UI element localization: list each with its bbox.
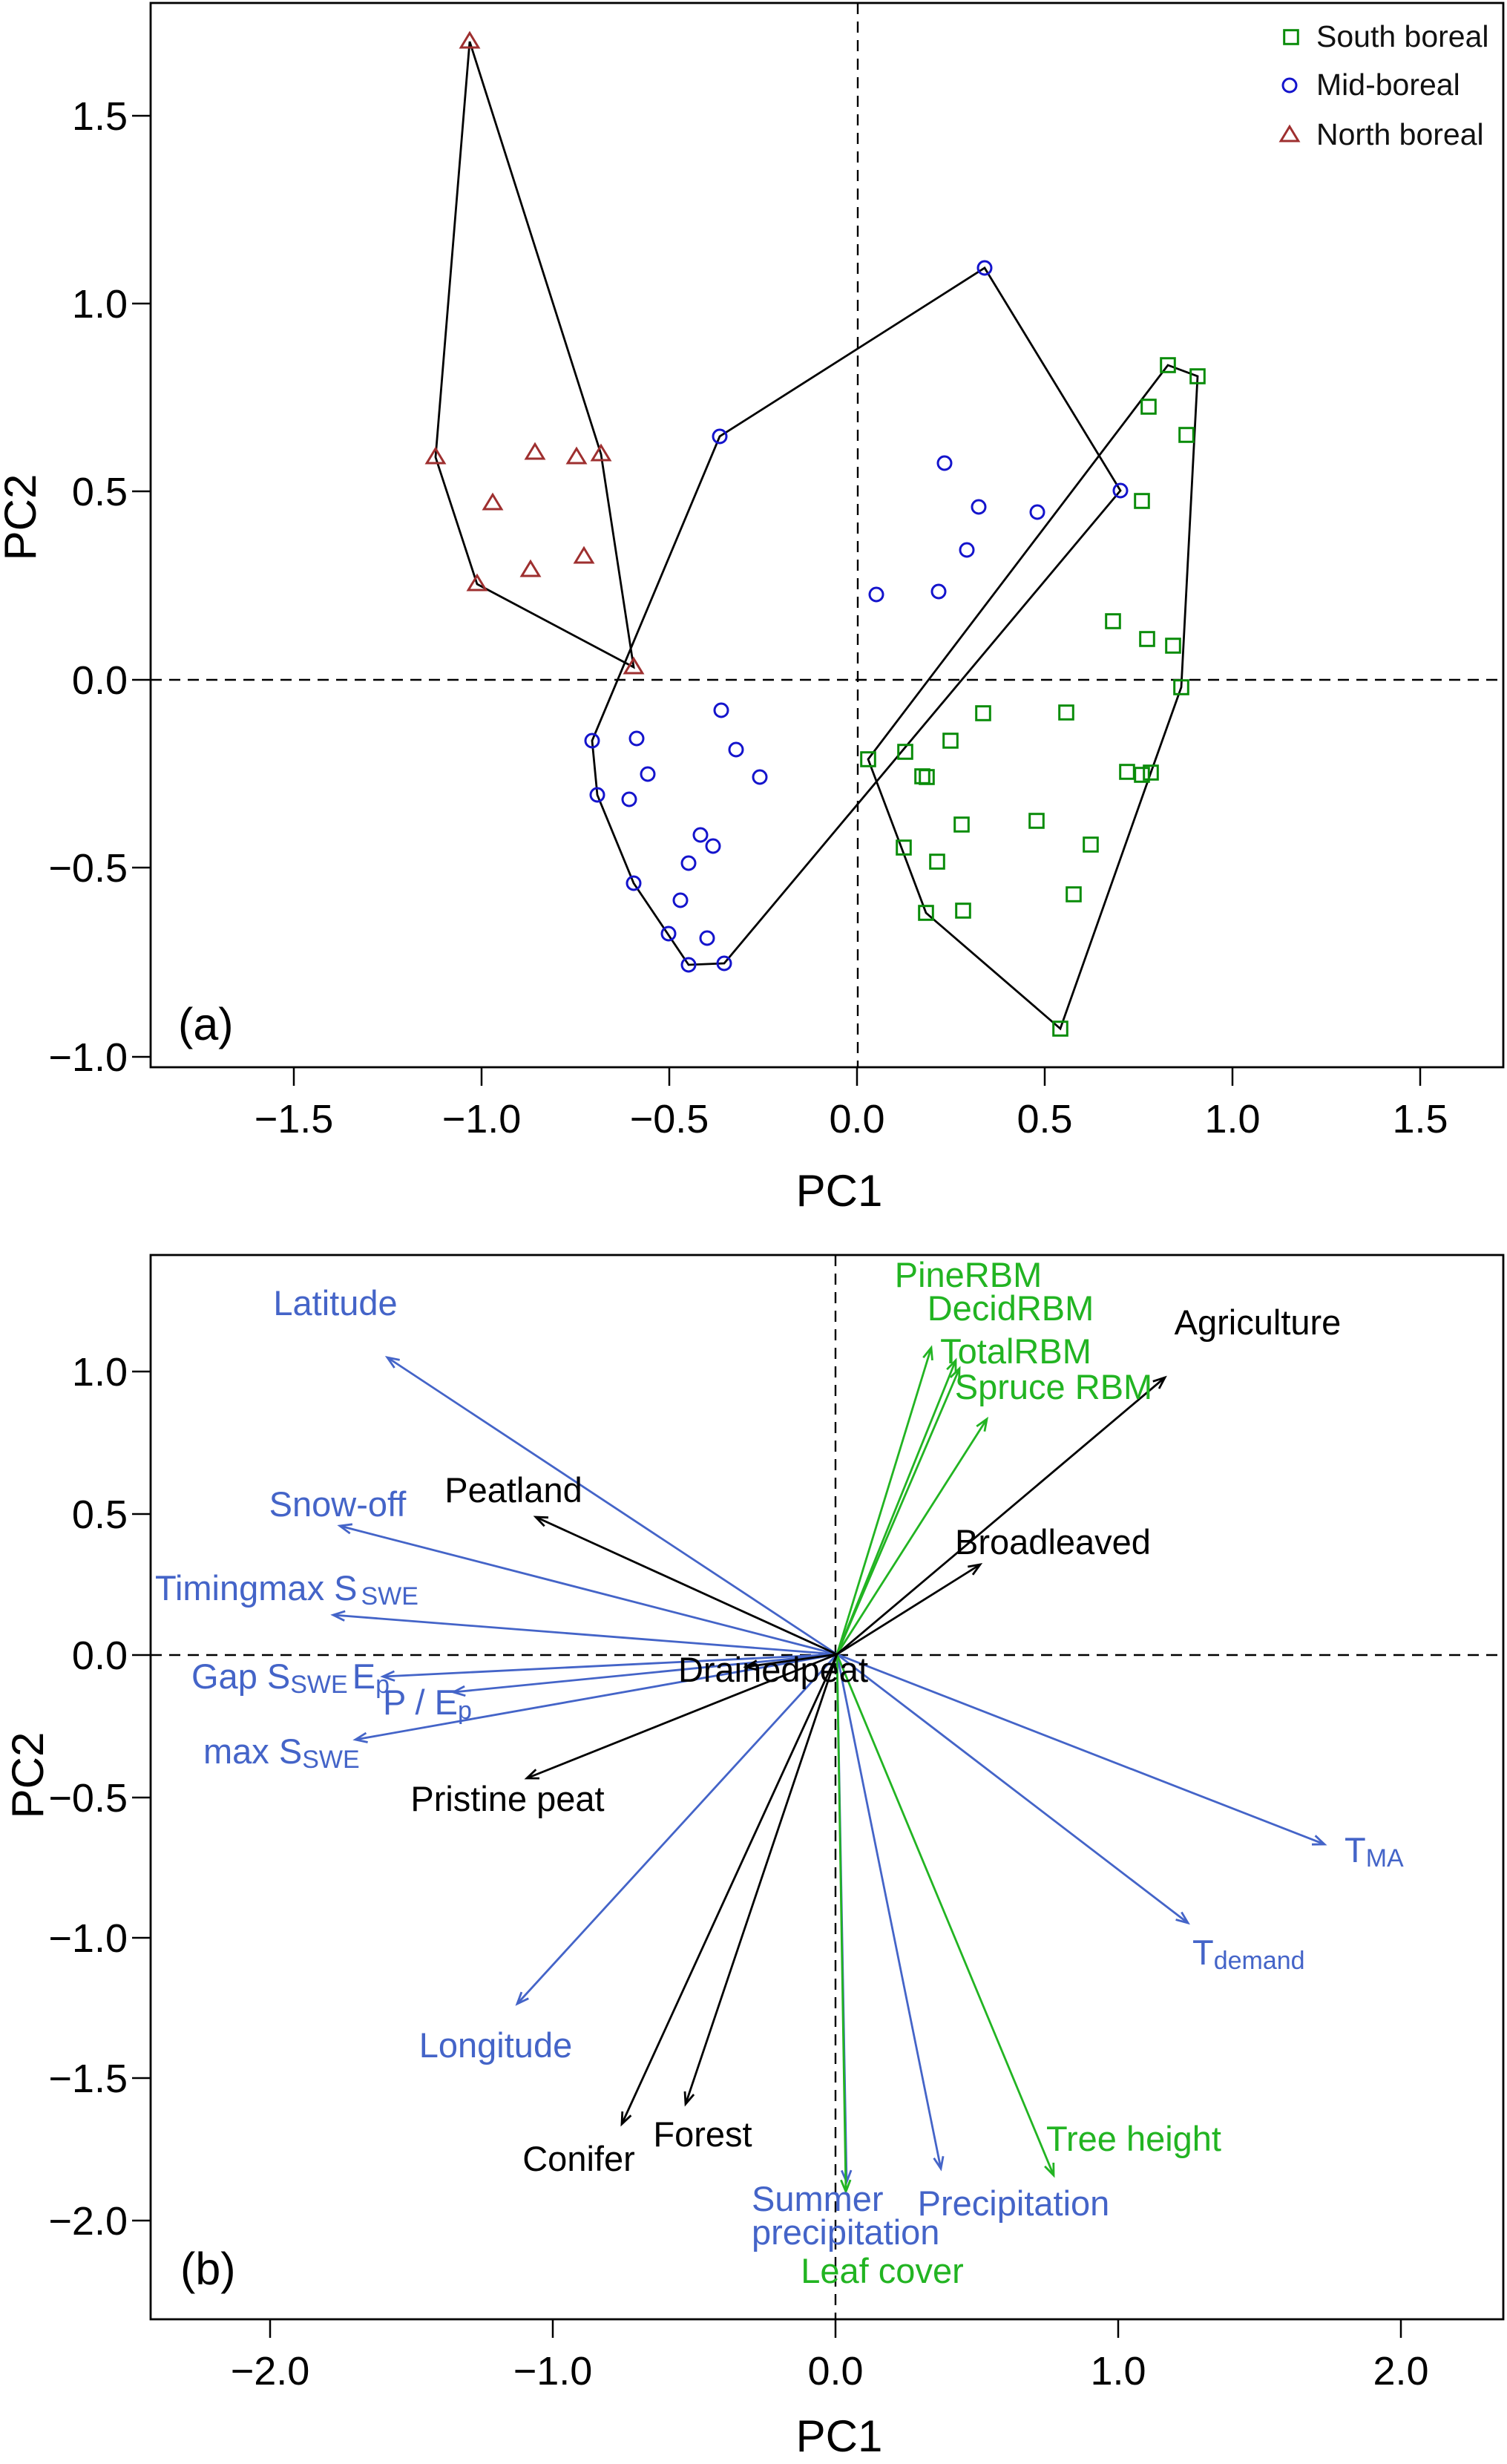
svg-text:Forest: Forest: [653, 2114, 752, 2154]
svg-text:1.5: 1.5: [72, 94, 128, 139]
svg-text:−0.5: −0.5: [48, 1776, 128, 1821]
svg-text:Conifer: Conifer: [522, 2139, 635, 2178]
svg-text:0.0: 0.0: [829, 1097, 884, 1141]
svg-text:Precipitation: Precipitation: [918, 2183, 1110, 2223]
svg-text:PC1: PC1: [796, 1166, 883, 1216]
svg-text:2.0: 2.0: [1373, 2349, 1428, 2393]
svg-text:Leaf cover: Leaf cover: [801, 2251, 963, 2290]
svg-text:0.0: 0.0: [72, 658, 128, 703]
svg-text:TMA: TMA: [1345, 1830, 1404, 1872]
svg-text:0.0: 0.0: [807, 2349, 863, 2393]
svg-text:1.0: 1.0: [1204, 1097, 1260, 1141]
svg-text:Longitude: Longitude: [419, 2025, 572, 2065]
svg-text:Agriculture: Agriculture: [1175, 1303, 1342, 1342]
svg-text:−0.5: −0.5: [48, 846, 128, 891]
svg-text:0.5: 0.5: [72, 1493, 128, 1537]
svg-text:precipitation: precipitation: [752, 2212, 939, 2252]
svg-text:Summer: Summer: [752, 2179, 884, 2218]
svg-text:−1.5: −1.5: [255, 1097, 334, 1141]
svg-text:Peatland: Peatland: [444, 1470, 582, 1510]
svg-text:PC1: PC1: [796, 2411, 883, 2460]
svg-text:South boreal: South boreal: [1316, 19, 1489, 53]
svg-text:−2.0: −2.0: [48, 2199, 128, 2244]
svg-text:0.0: 0.0: [72, 1634, 128, 1678]
svg-text:0.5: 0.5: [72, 470, 128, 514]
svg-text:1.0: 1.0: [72, 282, 128, 327]
svg-text:−2.0: −2.0: [231, 2349, 310, 2393]
svg-text:0.5: 0.5: [1017, 1097, 1072, 1141]
svg-text:PineRBM: PineRBM: [895, 1255, 1043, 1294]
svg-text:1.0: 1.0: [72, 1350, 128, 1395]
svg-text:max SSWE: max SSWE: [203, 1731, 360, 1774]
svg-text:DecidRBM: DecidRBM: [927, 1288, 1094, 1328]
svg-text:Broadleaved: Broadleaved: [955, 1522, 1151, 1562]
svg-text:−1.0: −1.0: [513, 2349, 593, 2393]
svg-text:−1.0: −1.0: [48, 1035, 128, 1080]
svg-text:−1.0: −1.0: [48, 1916, 128, 1961]
svg-text:Spruce RBM: Spruce RBM: [955, 1367, 1152, 1406]
svg-text:PC2: PC2: [0, 474, 45, 561]
svg-text:P / Ep: P / Ep: [383, 1682, 472, 1725]
svg-text:Latitude: Latitude: [273, 1283, 397, 1323]
svg-text:Tree height: Tree height: [1046, 2119, 1221, 2158]
svg-text:1.5: 1.5: [1392, 1097, 1448, 1141]
svg-text:Mid-boreal: Mid-boreal: [1316, 68, 1460, 102]
svg-text:(b): (b): [180, 2244, 236, 2294]
svg-text:−1.5: −1.5: [48, 2057, 128, 2101]
svg-text:−0.5: −0.5: [630, 1097, 709, 1141]
svg-text:PC2: PC2: [3, 1732, 53, 1819]
svg-text:Drainedpeat: Drainedpeat: [678, 1650, 868, 1689]
svg-text:−1.0: −1.0: [442, 1097, 522, 1141]
svg-text:North boreal: North boreal: [1316, 117, 1484, 151]
svg-text:1.0: 1.0: [1090, 2349, 1146, 2393]
svg-text:Snow-off: Snow-off: [269, 1484, 407, 1524]
svg-text:Pristine peat: Pristine peat: [410, 1779, 604, 1818]
svg-text:TotalRBM: TotalRBM: [940, 1331, 1091, 1371]
svg-text:(a): (a): [178, 999, 234, 1049]
